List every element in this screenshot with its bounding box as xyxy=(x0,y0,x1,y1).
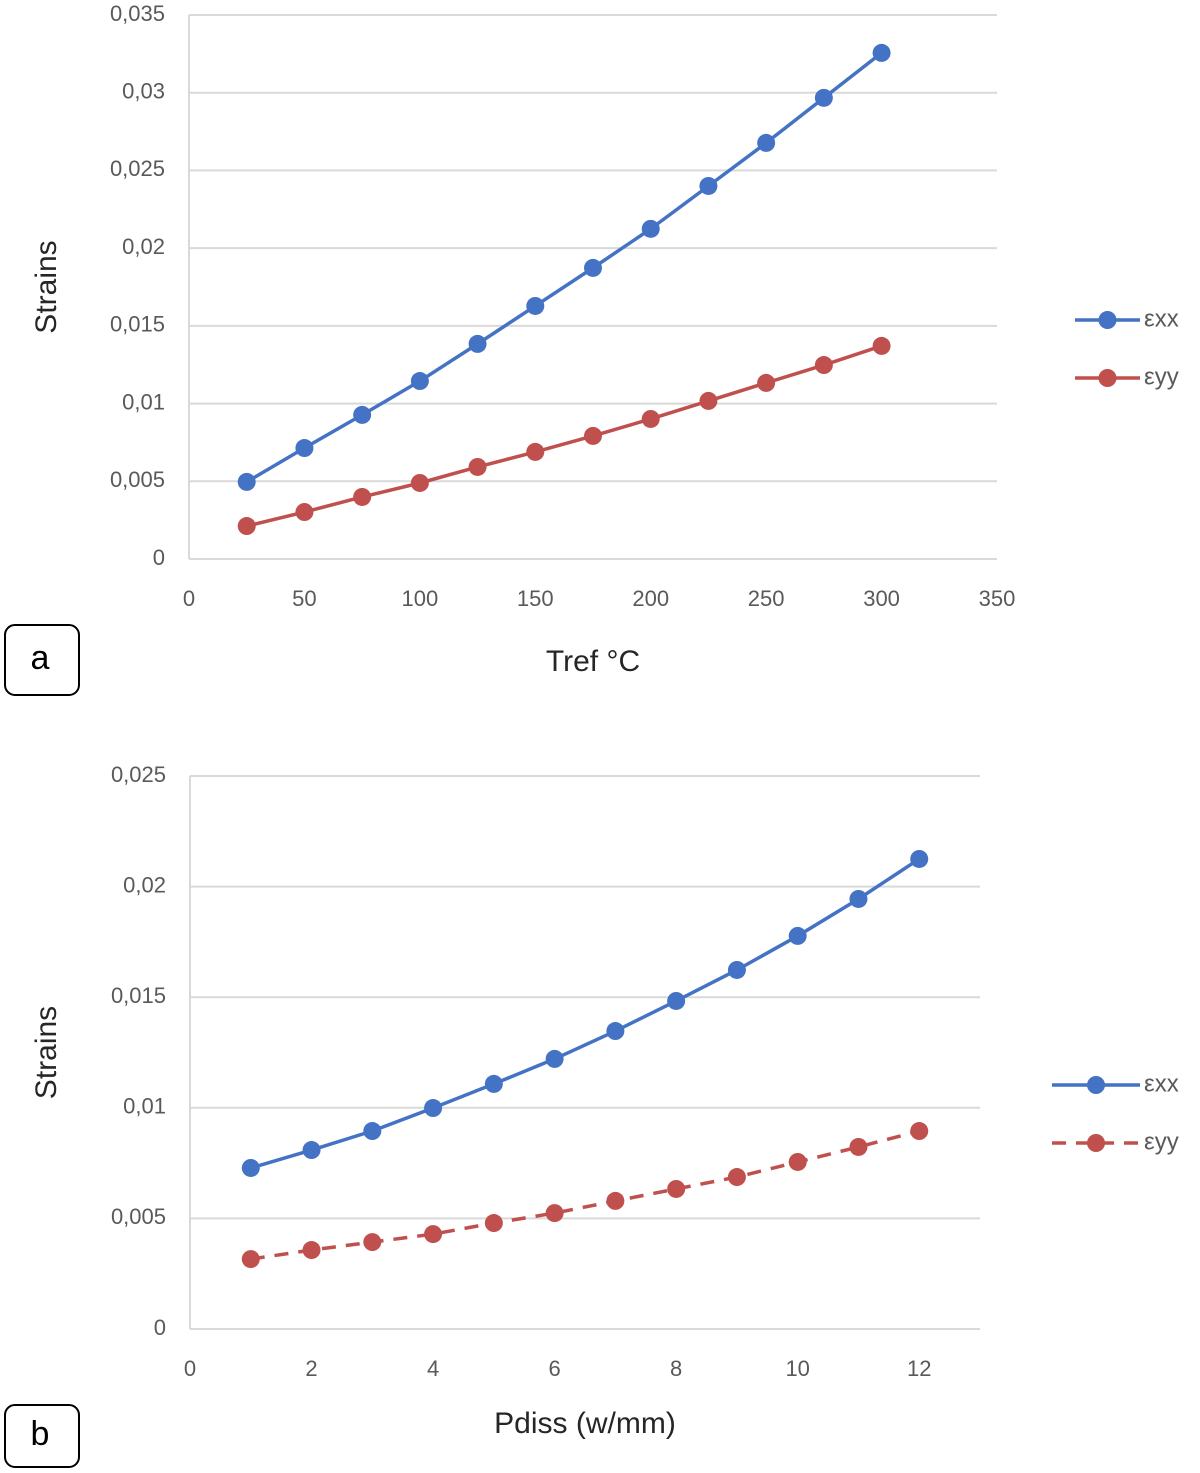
data-point xyxy=(872,43,891,62)
y-tick-label: 0,03 xyxy=(122,79,165,104)
x-tick-label: 6 xyxy=(548,1356,560,1381)
y-tick-label: 0,015 xyxy=(111,983,166,1008)
y-tick-label: 0,02 xyxy=(123,872,166,897)
x-tick-label: 10 xyxy=(785,1356,809,1381)
data-point xyxy=(237,472,256,491)
x-tick-label: 4 xyxy=(427,1356,439,1381)
data-point xyxy=(606,1191,625,1210)
data-point xyxy=(241,1250,260,1269)
data-point xyxy=(353,487,372,506)
data-point xyxy=(424,1099,443,1118)
x-axis-title: Pdiss (w/mm) xyxy=(494,1407,676,1440)
data-point xyxy=(410,372,429,391)
legend-label: εyy xyxy=(1144,363,1179,390)
data-point xyxy=(468,334,487,353)
data-point xyxy=(302,1141,321,1160)
legend-marker xyxy=(1087,1134,1105,1152)
data-point xyxy=(295,439,314,458)
y-tick-label: 0,015 xyxy=(110,312,165,337)
x-tick-label: 350 xyxy=(979,586,1016,611)
x-axis-title: Tref °C xyxy=(546,645,640,678)
data-point xyxy=(699,391,718,410)
x-tick-label: 250 xyxy=(748,586,785,611)
data-point xyxy=(584,258,602,277)
data-point xyxy=(667,991,686,1010)
data-point xyxy=(727,960,746,979)
legend-marker xyxy=(1098,311,1117,329)
x-tick-label: 0 xyxy=(183,586,195,611)
data-point xyxy=(526,442,545,461)
y-tick-label: 0,005 xyxy=(110,467,165,492)
data-point xyxy=(468,457,487,476)
legend-marker xyxy=(1087,1076,1105,1094)
y-tick-label: 0,025 xyxy=(111,762,166,787)
data-point xyxy=(910,849,929,868)
data-point xyxy=(424,1225,443,1244)
legend-label: εxx xyxy=(1144,305,1179,332)
panel-label: b xyxy=(31,1415,50,1453)
panel-label: a xyxy=(31,639,50,677)
data-point xyxy=(699,176,718,195)
data-point xyxy=(727,1168,746,1187)
legend-marker xyxy=(1098,369,1117,387)
y-tick-label: 0,01 xyxy=(122,389,165,414)
data-point xyxy=(872,336,891,355)
x-tick-label: 0 xyxy=(184,1356,196,1381)
legend-label: εyy xyxy=(1144,1128,1179,1155)
x-tick-label: 12 xyxy=(907,1356,931,1381)
data-point xyxy=(363,1233,382,1252)
data-point xyxy=(545,1204,564,1223)
x-tick-label: 50 xyxy=(292,586,316,611)
data-point xyxy=(814,88,833,107)
series-line xyxy=(245,51,883,484)
data-point xyxy=(667,1179,686,1198)
data-point xyxy=(545,1049,564,1068)
data-point xyxy=(526,296,545,315)
data-point xyxy=(484,1074,503,1093)
data-point xyxy=(237,517,256,536)
data-point xyxy=(584,426,602,445)
legend-label: εxx xyxy=(1144,1070,1179,1097)
x-tick-label: 200 xyxy=(632,586,669,611)
data-point xyxy=(641,219,660,238)
x-tick-label: 100 xyxy=(401,586,438,611)
data-point xyxy=(484,1214,503,1233)
data-point xyxy=(410,473,429,492)
data-point xyxy=(641,409,660,428)
y-axis-title: Strains xyxy=(30,1006,63,1099)
data-point xyxy=(606,1022,625,1041)
y-tick-label: 0,01 xyxy=(123,1094,166,1119)
data-point xyxy=(295,503,314,522)
y-tick-label: 0 xyxy=(154,1315,166,1340)
series-line xyxy=(250,857,921,1170)
data-point xyxy=(849,1137,868,1156)
data-point xyxy=(757,133,776,152)
series-line xyxy=(250,1129,920,1261)
y-tick-label: 0 xyxy=(153,545,165,570)
x-tick-label: 150 xyxy=(517,586,554,611)
y-tick-label: 0,025 xyxy=(110,156,165,181)
data-point xyxy=(814,356,833,375)
x-tick-label: 8 xyxy=(670,1356,682,1381)
y-tick-label: 0,005 xyxy=(111,1204,166,1229)
y-axis-title: Strains xyxy=(30,240,63,333)
x-tick-label: 2 xyxy=(305,1356,317,1381)
y-tick-label: 0,035 xyxy=(110,1,165,26)
data-point xyxy=(849,889,868,908)
y-tick-label: 0,02 xyxy=(122,234,165,259)
data-point xyxy=(757,373,776,392)
data-point xyxy=(302,1241,321,1260)
panel-box xyxy=(4,1404,80,1468)
data-point xyxy=(788,1152,807,1171)
data-point xyxy=(788,926,807,945)
data-point xyxy=(363,1122,382,1141)
data-point xyxy=(910,1122,929,1141)
series-line xyxy=(246,344,883,528)
data-point xyxy=(353,405,372,424)
panel-box xyxy=(4,624,80,696)
data-point xyxy=(241,1158,260,1177)
x-tick-label: 300 xyxy=(863,586,900,611)
